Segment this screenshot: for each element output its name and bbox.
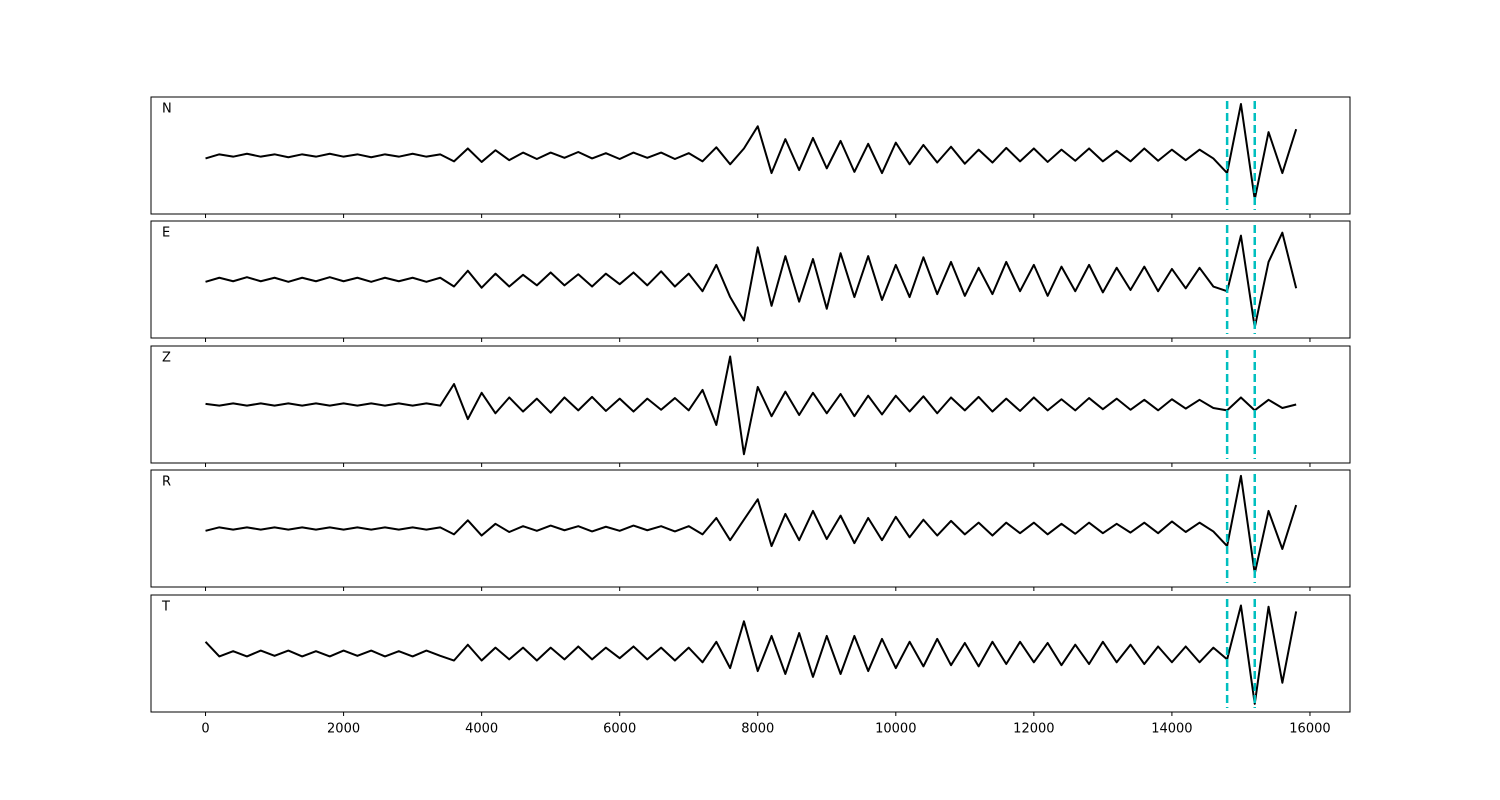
panel-label: T: [161, 600, 170, 615]
x-tick-label: 4000: [465, 722, 498, 737]
panel-frame: [150, 594, 1351, 713]
x-tick-label: 0: [201, 722, 209, 737]
x-tick-label: 8000: [741, 722, 774, 737]
trace: [204, 604, 1298, 705]
x-tick-label: 14000: [1151, 722, 1192, 737]
panel-frame: [150, 469, 1351, 588]
panel: [150, 96, 1351, 215]
panel-label: E: [162, 226, 170, 241]
panel-frame: [150, 345, 1351, 464]
x-tick-label: 12000: [1013, 722, 1054, 737]
x-tick-label: 2000: [327, 722, 360, 737]
trace: [205, 355, 1297, 456]
panel-frame: [150, 220, 1351, 339]
panel-label: Z: [162, 351, 171, 366]
x-tick-label: 10000: [875, 722, 916, 737]
panel-frame: [150, 96, 1351, 215]
panel: [150, 220, 1351, 339]
panel: [150, 345, 1351, 464]
trace: [205, 231, 1298, 329]
x-tick-label: 6000: [603, 722, 636, 737]
panel: [150, 594, 1351, 713]
panel-label: R: [162, 475, 171, 490]
panel: [150, 469, 1351, 588]
panel-label: N: [162, 102, 172, 117]
trace: [205, 474, 1298, 575]
x-tick-label: 16000: [1289, 722, 1330, 737]
trace: [205, 103, 1298, 201]
